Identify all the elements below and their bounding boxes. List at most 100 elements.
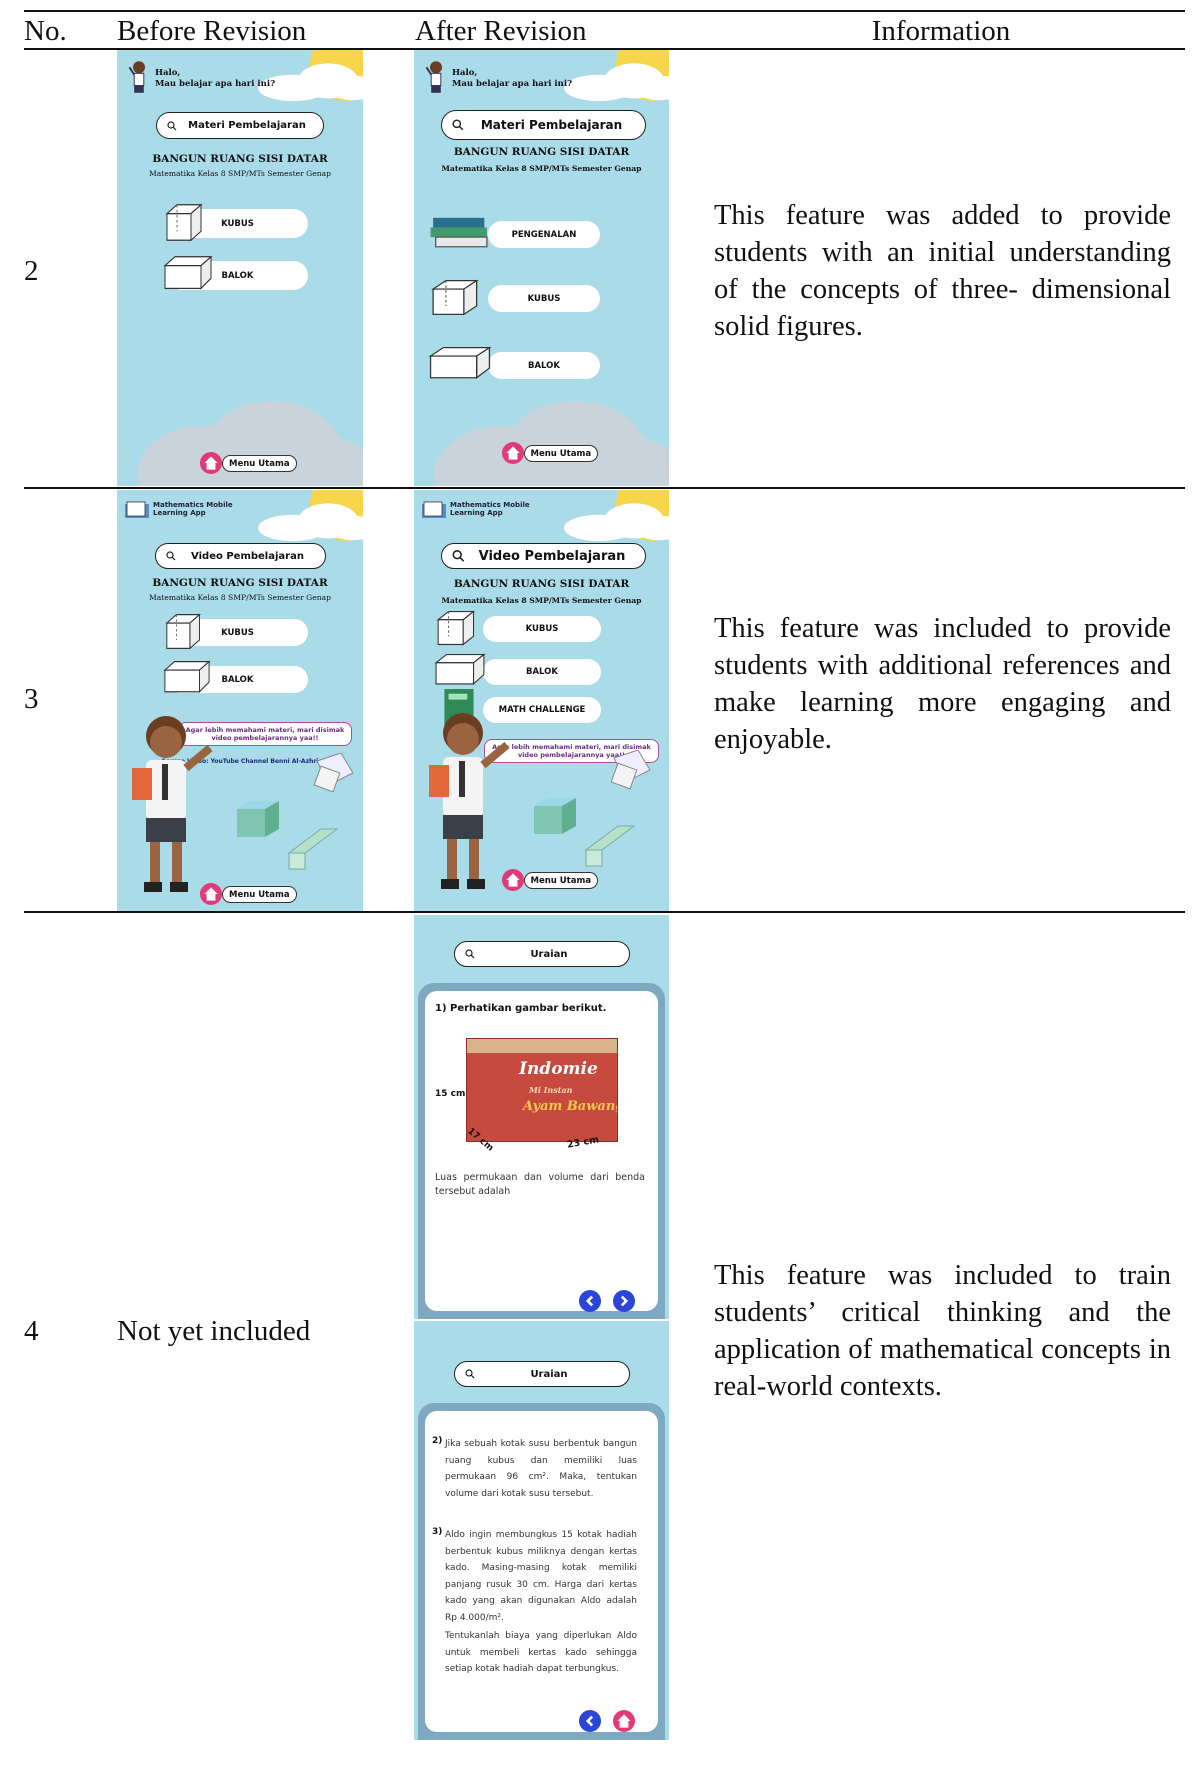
header: Information [871,15,1011,47]
avatar-part [133,61,145,74]
dimension-label: 15 cm [435,1089,466,1099]
avatar-part [425,66,432,76]
illustration-student-part [447,723,479,755]
greeting: Halo, [452,68,478,78]
illustration-student-part [183,744,213,772]
search-icon-part [465,949,473,957]
illustration-student-part [443,815,483,839]
illustration-shapes-part [313,765,341,793]
question-text: Aldo ingin membungkus 15 kotak hadiah be… [445,1530,637,1623]
cloud [559,498,669,542]
nav-button-part [613,1290,635,1312]
cloud [253,498,363,542]
illustration-student-part [447,839,457,879]
illustration-shapes-part [585,849,603,867]
cloud-part [258,63,363,102]
app-screenshot: Halo, Mau belajar apa hari ini? Materi Pem… [414,50,669,486]
button-icon-part [430,227,487,238]
information: This feature was included to train stude… [714,1260,1171,1402]
nav-button-part [585,1295,594,1307]
illustration-shapes-part [584,825,636,851]
screen-title: BANGUN RUANG SISI DATAR [152,153,328,165]
app-logo-part [422,501,446,518]
avatar-part [134,85,144,93]
app-screenshot: Uraian 2) Jika sebuah kotak susu berbentuk… [414,1321,669,1740]
header: No. [24,15,67,47]
brand-text: Ayam Bawang [523,1099,618,1114]
search-icon-part [172,126,177,130]
illustration-shapes-part [534,749,651,867]
button-icon [163,201,213,244]
search-icon-part [470,1374,475,1379]
search-icon-part [465,949,475,959]
screen-title: BANGUN RUANG SISI DATAR [453,146,630,158]
nav-button [613,1290,635,1312]
button-icon-part [448,693,468,700]
home-icon [200,883,222,905]
illustration-student-part [469,839,479,879]
nav-button-part [579,1290,601,1312]
search-bar: Video Pembelajaran [441,543,646,569]
home-button: Menu Utama [523,445,599,462]
search-icon-part [452,550,465,562]
home-icon-part [204,456,218,470]
question-card: 1) Perhatikan gambar berikut. Indomie Mi I… [425,991,658,1311]
search-icon [167,120,177,131]
cloud [137,401,363,486]
app-screenshot: Uraian 1) Perhatikan gambar berikut. Indom… [414,915,669,1319]
search-icon-part [459,557,465,562]
button-icon [428,213,492,254]
search-bar: Video Pembelajaran [155,543,326,569]
cloud-part [586,437,669,486]
brand-text: Mi Instan [529,1085,573,1095]
search-icon-part [166,551,174,559]
home-button: Menu Utama [222,455,297,472]
button-icon-part [434,653,486,686]
nav-button-part [579,1710,601,1732]
question-card: 2) Jika sebuah kotak susu berbentuk bangu… [425,1411,658,1732]
illustration-student-part [480,741,510,769]
cloud-part [258,503,363,542]
greeting-question: Mau belajar apa hari ini? [452,79,573,89]
search-icon-part [167,120,177,130]
app-screenshot: Mathematics Mobile Learning App Video Pem… [414,490,669,911]
home-icon-part [501,442,524,464]
illustration-student-part [172,842,182,882]
search-icon-part [171,556,176,561]
search-icon [465,949,475,959]
button-icon-part [166,622,191,649]
illustration-student-part [170,882,188,892]
video-source: Source Video: YouTube Channel Benni Al-A… [161,758,319,765]
app-logo [123,500,151,520]
screen-subtitle: Matematika Kelas 8 SMP/MTs Semester Gena… [441,164,642,173]
search-bar: Uraian [454,941,630,967]
search-icon-part [465,1369,473,1377]
question-text: Jika sebuah kotak susu berbentuk bangun … [445,1439,637,1499]
header: Before Revision [117,15,307,47]
button-icon-part [435,662,475,685]
button-icon-part [164,669,200,693]
search-text: Uraian [530,1368,568,1380]
avatar-part [128,61,145,93]
menu-button: PENGENALAN [488,221,600,248]
question-text: Tentukanlah biaya yang diperlukan Aldo u… [445,1631,637,1675]
avatar [424,60,448,94]
rule [24,487,1185,489]
illustration-student [419,705,519,895]
avatar-part [128,66,135,76]
row-number: 3 [24,683,39,715]
search-icon-part [166,551,176,561]
app-name: Mathematics Mobile Learning App [450,501,530,517]
button-icon [163,253,213,296]
information: This feature was included to provide stu… [714,613,1171,755]
button-icon-part [429,355,478,379]
box-top [467,1039,617,1053]
search-text: Materi Pembelajaran [480,118,623,132]
home-icon-part [200,452,222,474]
screen-title: BANGUN RUANG SISI DATAR [453,578,630,590]
cloud-part [283,437,363,486]
cloud [434,401,669,486]
app-logo-part [125,501,149,518]
button-icon-part [166,213,192,241]
button-icon-part [436,610,476,646]
